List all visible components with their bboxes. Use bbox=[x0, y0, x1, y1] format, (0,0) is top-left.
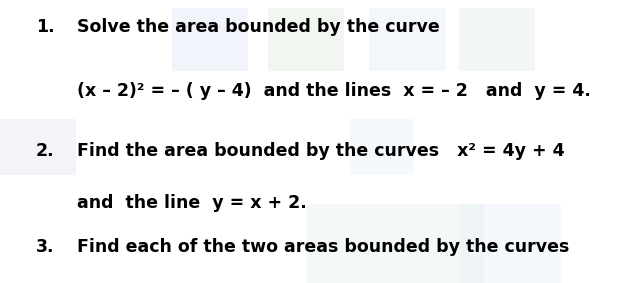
FancyBboxPatch shape bbox=[268, 8, 344, 71]
FancyBboxPatch shape bbox=[0, 119, 76, 175]
Text: Find the area bounded by the curves   x² = 4y + 4: Find the area bounded by the curves x² =… bbox=[77, 142, 564, 160]
Text: 2.: 2. bbox=[36, 142, 55, 160]
Text: and  the line  y = x + 2.: and the line y = x + 2. bbox=[77, 194, 306, 213]
Text: 3.: 3. bbox=[36, 238, 55, 256]
FancyBboxPatch shape bbox=[172, 8, 248, 71]
Text: Solve the area bounded by the curve: Solve the area bounded by the curve bbox=[77, 18, 440, 36]
Text: 1.: 1. bbox=[36, 18, 55, 36]
FancyBboxPatch shape bbox=[306, 204, 484, 283]
Text: (x – 2)² = – ( y – 4)  and the lines  x = – 2   and  y = 4.: (x – 2)² = – ( y – 4) and the lines x = … bbox=[77, 82, 591, 100]
FancyBboxPatch shape bbox=[459, 8, 535, 71]
FancyBboxPatch shape bbox=[350, 119, 414, 175]
FancyBboxPatch shape bbox=[459, 204, 561, 283]
Text: Find each of the two areas bounded by the curves: Find each of the two areas bounded by th… bbox=[77, 238, 569, 256]
FancyBboxPatch shape bbox=[369, 8, 446, 71]
